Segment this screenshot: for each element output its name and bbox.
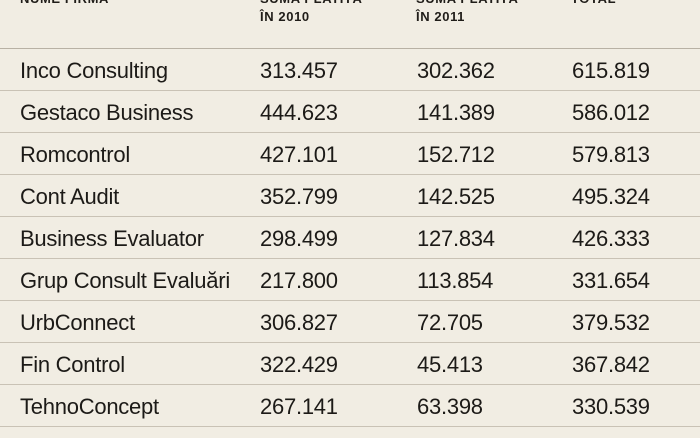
company-name-cell: Inco Consulting — [20, 58, 168, 83]
paid-2011-cell: 72.705 — [417, 310, 483, 335]
table-row: Cont Audit 352.799 142.525 495.324 — [0, 175, 700, 217]
paid-2011-cell: 63.398 — [417, 394, 483, 419]
paid-2010-cell: 267.141 — [260, 394, 338, 419]
header-paid-2011: SUMA PLATITĂ ÎN 2011 — [416, 0, 518, 24]
paid-2011-cell: 141.389 — [417, 100, 495, 125]
paid-2010-cell: 298.499 — [260, 226, 338, 251]
total-cell: 379.532 — [572, 310, 650, 335]
total-cell: 367.842 — [572, 352, 650, 377]
header-paid-2010: SUMA PLATITĂ ÎN 2010 — [260, 0, 362, 24]
table-row: TehnoConcept 267.141 63.398 330.539 — [0, 385, 700, 427]
total-cell: 495.324 — [572, 184, 650, 209]
company-name-cell: UrbConnect — [20, 310, 135, 335]
table-row: Fin Control 322.429 45.413 367.842 — [0, 343, 700, 385]
paid-2010-cell: 217.800 — [260, 268, 338, 293]
table-row: Grup Consult Evaluări 217.800 113.854 33… — [0, 259, 700, 301]
total-cell: 579.813 — [572, 142, 650, 167]
paid-2011-cell: 142.525 — [417, 184, 495, 209]
company-name-cell: Gestaco Business — [20, 100, 194, 125]
company-name-cell: Romcontrol — [20, 142, 130, 167]
total-cell: 426.333 — [572, 226, 650, 251]
paid-2011-cell: 302.362 — [417, 58, 495, 83]
table-row: Gestaco Business 444.623 141.389 586.012 — [0, 91, 700, 133]
company-name-cell: TehnoConcept — [20, 394, 159, 419]
total-cell: 615.819 — [572, 58, 650, 83]
total-cell: 330.539 — [572, 394, 650, 419]
header-total: TOTAL — [571, 0, 616, 8]
paid-2010-cell: 427.101 — [260, 142, 338, 167]
paid-2010-cell: 352.799 — [260, 184, 338, 209]
table-row: Business Evaluator 298.499 127.834 426.3… — [0, 217, 700, 259]
paid-2010-cell: 306.827 — [260, 310, 338, 335]
paid-2010-cell: 313.457 — [260, 58, 338, 83]
company-name-cell: Grup Consult Evaluări — [20, 268, 230, 293]
paid-2011-cell: 127.834 — [417, 226, 495, 251]
paid-2011-cell: 152.712 — [417, 142, 495, 167]
table-header: NUME FIRMA SUMA PLATITĂ ÎN 2010 SUMA PLA… — [0, 0, 700, 49]
table-row: Inco Consulting 313.457 302.362 615.819 — [0, 49, 700, 91]
paid-2010-cell: 322.429 — [260, 352, 338, 377]
table-row: UrbConnect 306.827 72.705 379.532 — [0, 301, 700, 343]
total-cell: 586.012 — [572, 100, 650, 125]
table-body: Inco Consulting 313.457 302.362 615.819 … — [0, 49, 700, 427]
header-company-name: NUME FIRMA — [20, 0, 109, 8]
company-name-cell: Fin Control — [20, 352, 125, 377]
total-cell: 331.654 — [572, 268, 650, 293]
paid-2010-cell: 444.623 — [260, 100, 338, 125]
paid-2011-cell: 45.413 — [417, 352, 483, 377]
paid-2011-cell: 113.854 — [417, 268, 494, 293]
company-name-cell: Cont Audit — [20, 184, 120, 209]
table-row: Romcontrol 427.101 152.712 579.813 — [0, 133, 700, 175]
company-name-cell: Business Evaluator — [20, 226, 204, 251]
